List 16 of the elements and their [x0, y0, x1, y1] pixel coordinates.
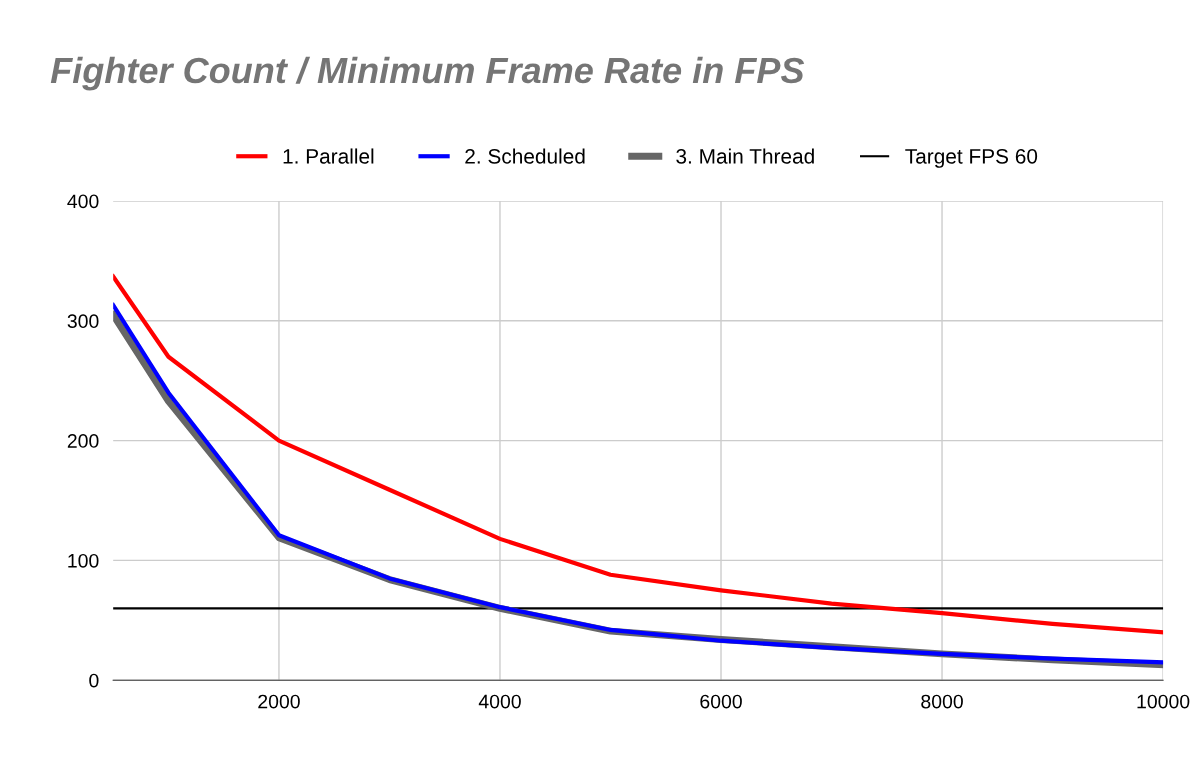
legend-label: 1. Parallel: [283, 148, 374, 164]
x-tick-label: 10000: [1137, 694, 1190, 709]
x-tick-label: 6000: [700, 694, 742, 709]
x-tick-label: 2000: [258, 694, 300, 709]
y-tick-label: 400: [67, 194, 99, 209]
y-tick-label: 300: [67, 314, 99, 329]
line-series: [113, 274, 1164, 635]
y-tick-label: 100: [68, 553, 99, 568]
legend-label: Target FPS 60: [905, 148, 1038, 168]
legend-label: 2. Scheduled: [465, 148, 585, 164]
y-tick-label: 200: [67, 434, 99, 448]
chart-title: Fighter Count / Minimum Frame Rate in FPS: [50, 56, 805, 91]
x-tick-label: 8000: [921, 694, 963, 709]
y-tick-label: 0: [89, 673, 99, 688]
x-tick-label: 4000: [478, 694, 521, 709]
legend-label: 3. Main Thread: [676, 148, 814, 164]
